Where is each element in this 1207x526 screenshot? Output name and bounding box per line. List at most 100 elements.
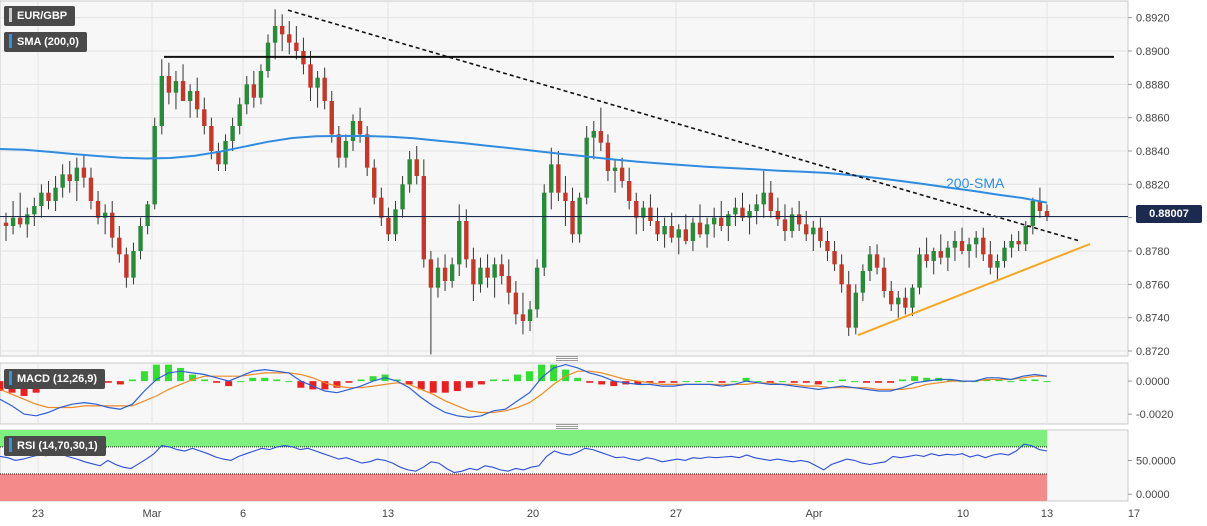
- candle-body: [17, 217, 23, 225]
- macd-histogram-bar: [128, 379, 136, 382]
- candle-body: [874, 254, 880, 268]
- candle-body: [1002, 247, 1007, 261]
- macd-histogram-bar: [646, 381, 654, 383]
- candle-body: [124, 254, 129, 278]
- candle-body: [789, 214, 795, 231]
- candle-body: [704, 224, 710, 235]
- macd-histogram-bar: [333, 381, 341, 388]
- candle-body: [612, 167, 618, 171]
- sma-annotation: 200-SMA: [946, 175, 1005, 191]
- candle-body: [195, 91, 200, 110]
- candle-body: [754, 204, 759, 211]
- candle-body: [294, 42, 299, 51]
- macd-histogram-bar: [887, 381, 895, 383]
- candle-body: [95, 201, 101, 218]
- candle-body: [216, 151, 221, 165]
- sma-indicator-label: SMA (200,0): [17, 36, 79, 48]
- macd-histogram-bar: [453, 381, 461, 392]
- candle-body: [839, 264, 844, 285]
- candle-body: [690, 222, 696, 241]
- rsi-indicator-tag[interactable]: RSI (14,70,30,1): [4, 436, 106, 456]
- sma-indicator-tag[interactable]: SMA (200,0): [4, 32, 87, 52]
- macd-histogram-bar: [429, 381, 437, 393]
- candle-body: [669, 226, 674, 238]
- macd-histogram-bar: [321, 381, 329, 390]
- price-panel-bg: [0, 0, 1129, 357]
- macd-histogram-bar: [261, 377, 269, 382]
- candle-body: [860, 271, 866, 293]
- candle-body: [3, 222, 9, 226]
- macd-indicator-tag[interactable]: MACD (12,26,9): [4, 369, 106, 389]
- y-tick-label: 0.8740: [1136, 313, 1170, 325]
- candle-body: [464, 221, 469, 260]
- macd-histogram-bar: [742, 377, 750, 382]
- macd-histogram-bar: [610, 381, 618, 387]
- macd-histogram-bar: [140, 371, 148, 382]
- macd-histogram-bar: [814, 381, 822, 385]
- macd-histogram-bar: [309, 381, 317, 390]
- candle-body: [520, 314, 526, 321]
- candle-body: [676, 229, 681, 238]
- y-tick-label: 0.8820: [1136, 179, 1170, 191]
- macd-y-tick-label: 0.0000: [1136, 376, 1170, 388]
- candle-body: [683, 229, 689, 241]
- panel-resize-handle-macd[interactable]: [556, 356, 578, 362]
- sma-swatch: [9, 34, 12, 48]
- x-tick-label: 13: [382, 508, 394, 520]
- candle-body: [322, 77, 327, 101]
- candle-body: [308, 64, 313, 88]
- macd-histogram-bar: [477, 381, 485, 385]
- macd-histogram-bar: [778, 381, 786, 383]
- candle-body: [67, 174, 72, 181]
- candle-body: [60, 174, 65, 188]
- candle-body: [74, 167, 80, 181]
- rsi-swatch: [9, 438, 12, 452]
- candle-body: [570, 201, 575, 235]
- macd-histogram-bar: [947, 379, 955, 382]
- ascending-support-line: [857, 243, 1091, 337]
- macd-histogram-bar: [405, 381, 413, 385]
- y-tick-label: 0.8840: [1136, 146, 1170, 158]
- macd-histogram-bar: [790, 381, 798, 383]
- candle-body: [117, 237, 122, 255]
- macd-histogram-bar: [634, 381, 642, 385]
- candle-body: [804, 224, 809, 235]
- macd-histogram-bar: [850, 381, 858, 383]
- candle-body: [138, 226, 143, 251]
- candle-body: [832, 251, 837, 265]
- y-tick-label: 0.8760: [1136, 279, 1170, 291]
- macd-histogram-bar: [213, 381, 221, 383]
- candle-body: [1044, 211, 1050, 216]
- candle-body: [329, 101, 334, 135]
- candle-body: [626, 181, 632, 201]
- macd-histogram-bar: [658, 381, 666, 383]
- candle-body: [811, 227, 816, 235]
- macd-histogram-bar: [465, 381, 473, 388]
- candle-body: [988, 254, 993, 268]
- rsi-indicator-label: RSI (14,70,30,1): [17, 440, 98, 452]
- candle-body: [499, 264, 504, 276]
- macd-histogram-bar: [273, 379, 281, 382]
- candle-body: [428, 259, 434, 288]
- candle-body: [931, 251, 936, 261]
- candle-body: [279, 26, 285, 35]
- symbol-tag[interactable]: EUR/GBP: [4, 6, 76, 26]
- candle-body: [407, 159, 412, 185]
- candle-body: [343, 141, 349, 158]
- candle-body: [46, 192, 51, 201]
- candle-body: [527, 309, 533, 321]
- panel-resize-handle-rsi[interactable]: [556, 424, 578, 430]
- x-tick-label: Apr: [805, 508, 822, 520]
- macd-histogram-bar: [189, 374, 197, 382]
- candle-body: [634, 201, 639, 218]
- macd-histogram-bar: [417, 381, 425, 390]
- rsi-line: [0, 443, 1048, 474]
- y-tick-label: 0.8920: [1136, 13, 1170, 25]
- candle-body: [457, 221, 462, 265]
- macd-histogram-bar: [201, 379, 209, 382]
- macd-histogram-bar: [670, 381, 678, 383]
- candle-body: [641, 207, 646, 218]
- macd-histogram-bar: [357, 379, 365, 382]
- candle-body: [1037, 201, 1043, 211]
- candle-body: [733, 207, 738, 215]
